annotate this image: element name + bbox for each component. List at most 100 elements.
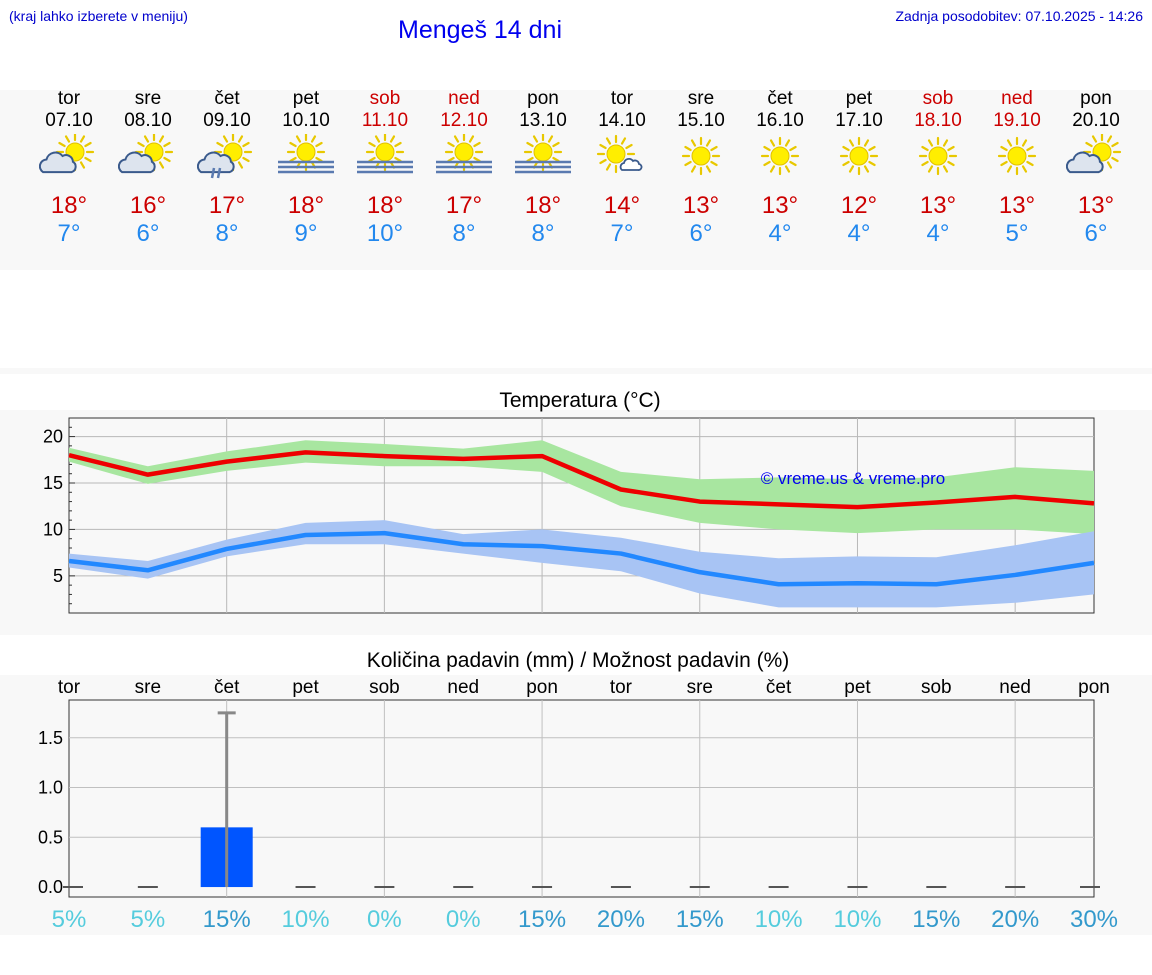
max-temperature-band bbox=[69, 440, 1094, 535]
sun-cloud-rain-icon bbox=[197, 134, 253, 179]
sun-fog-icon bbox=[436, 134, 492, 174]
day-column: ned 12.10 17° 8° bbox=[419, 88, 509, 248]
temp-min: 8° bbox=[215, 220, 239, 247]
temp-max: 17° bbox=[445, 192, 483, 219]
daily-forecast: tor 07.10 18° 7° sre 08.10 16° 6° čet 09.10 17° 8° p… bbox=[0, 88, 1152, 248]
day-column: čet 16.10 13° 4° bbox=[735, 88, 825, 248]
day-date: 14.10 bbox=[598, 110, 646, 131]
temp-max: 13° bbox=[682, 192, 720, 219]
precip-probability: 15% bbox=[676, 906, 724, 933]
min-temperature-line bbox=[68, 530, 1095, 587]
temp-max: 13° bbox=[1077, 192, 1115, 219]
temp-min: 7° bbox=[57, 220, 81, 247]
temp-max: 13° bbox=[998, 192, 1036, 219]
day-name: tor bbox=[610, 88, 634, 109]
temperature-chart-title: Temperatura (°C) bbox=[499, 389, 660, 412]
precip-day-label: ned bbox=[447, 677, 479, 698]
sun-rays bbox=[997, 136, 1037, 176]
precipitation-chart-title: Količina padavin (mm) / Možnost padavin … bbox=[367, 649, 790, 672]
day-column: sre 15.10 13° 6° bbox=[656, 88, 746, 248]
precip-y-tick-label: 0.0 bbox=[38, 877, 63, 897]
day-date: 13.10 bbox=[519, 110, 567, 131]
temp-min: 7° bbox=[610, 220, 634, 247]
fog-lines bbox=[278, 160, 334, 174]
sun-rays bbox=[760, 136, 800, 176]
rain-drops bbox=[210, 167, 222, 179]
precip-day-label: pon bbox=[526, 677, 558, 698]
precip-day-label: sob bbox=[369, 677, 400, 698]
sun-small-cloud-icon bbox=[596, 134, 643, 174]
day-name: čet bbox=[214, 88, 240, 109]
temp-min: 10° bbox=[366, 220, 404, 247]
temp-min: 4° bbox=[768, 220, 792, 247]
day-date: 11.10 bbox=[361, 110, 409, 131]
day-date: 09.10 bbox=[203, 110, 251, 131]
temp-max: 18° bbox=[287, 192, 325, 219]
day-name: pon bbox=[527, 88, 559, 109]
day-name: sre bbox=[134, 88, 162, 109]
day-name: sob bbox=[922, 88, 954, 109]
cloud-shape bbox=[39, 151, 77, 174]
day-column: tor 14.10 14° 7° bbox=[577, 88, 667, 248]
day-name: pon bbox=[1080, 88, 1112, 109]
temperature-y-tick-label: 10 bbox=[43, 519, 63, 539]
day-column: pon 20.10 13° 6° bbox=[1051, 88, 1141, 248]
sun-cloud-icon bbox=[1066, 134, 1122, 174]
cloud-shape bbox=[118, 151, 156, 174]
fog-lines bbox=[357, 160, 413, 174]
day-column: sob 11.10 18° 10° bbox=[340, 88, 430, 248]
day-date: 08.10 bbox=[124, 110, 172, 131]
day-date: 10.10 bbox=[282, 110, 330, 131]
precip-day-label: čet bbox=[766, 677, 792, 698]
precip-day-label: sre bbox=[687, 677, 713, 698]
precip-y-tick-label: 1.5 bbox=[38, 728, 63, 748]
temperature-chart: Temperatura (°C) 5 10 15 20 © vreme.us & vrem… bbox=[43, 389, 1095, 614]
page-title: Mengeš 14 dni bbox=[398, 16, 563, 44]
day-column: tor 07.10 18° 7° bbox=[24, 88, 114, 248]
precip-probability: 5% bbox=[52, 906, 87, 933]
day-date: 19.10 bbox=[993, 110, 1041, 131]
precip-day-label: pet bbox=[292, 677, 319, 698]
day-column: sob 18.10 13° 4° bbox=[893, 88, 983, 248]
cloud-shape bbox=[619, 158, 643, 171]
precip-probability: 5% bbox=[131, 906, 166, 933]
temp-min: 6° bbox=[689, 220, 713, 247]
temp-max: 17° bbox=[208, 192, 246, 219]
sun-icon bbox=[918, 136, 958, 176]
precip-day-label: ned bbox=[999, 677, 1031, 698]
location-hint: (kraj lahko izberete v meniju) bbox=[9, 8, 188, 24]
day-date: 07.10 bbox=[45, 110, 93, 131]
precip-probability: 10% bbox=[282, 906, 330, 933]
temp-max: 13° bbox=[919, 192, 957, 219]
last-update: Zadnja posodobitev: 07.10.2025 - 14:26 bbox=[895, 8, 1143, 24]
sun-fog-icon bbox=[357, 134, 413, 174]
cloud-shape bbox=[1066, 151, 1104, 174]
sun-fog-icon bbox=[278, 134, 334, 174]
temp-max: 12° bbox=[840, 192, 878, 219]
day-date: 15.10 bbox=[677, 110, 725, 131]
day-date: 20.10 bbox=[1072, 110, 1120, 131]
day-name: sre bbox=[687, 88, 715, 109]
temp-min: 8° bbox=[452, 220, 476, 247]
temp-max: 18° bbox=[524, 192, 562, 219]
precip-day-label: sre bbox=[135, 677, 161, 698]
day-name: ned bbox=[1001, 88, 1033, 109]
day-column: čet 09.10 17° 8° bbox=[182, 88, 272, 248]
sun-rays bbox=[681, 136, 721, 176]
precip-day-label: čet bbox=[214, 677, 240, 698]
precip-day-label: pet bbox=[844, 677, 871, 698]
separator-band bbox=[0, 368, 1152, 374]
day-column: pon 13.10 18° 8° bbox=[498, 88, 588, 248]
forecast-band bbox=[0, 90, 1152, 270]
fog-lines bbox=[436, 160, 492, 174]
sun-rays bbox=[839, 136, 879, 176]
temp-min: 5° bbox=[1005, 220, 1029, 247]
day-date: 12.10 bbox=[440, 110, 488, 131]
temp-min: 4° bbox=[926, 220, 950, 247]
day-name: pet bbox=[845, 88, 873, 109]
precip-y-tick-label: 0.5 bbox=[38, 827, 63, 847]
precip-probability: 20% bbox=[597, 906, 645, 933]
precip-probability: 15% bbox=[912, 906, 960, 933]
precip-probability: 15% bbox=[203, 906, 251, 933]
day-name: ned bbox=[448, 88, 480, 109]
